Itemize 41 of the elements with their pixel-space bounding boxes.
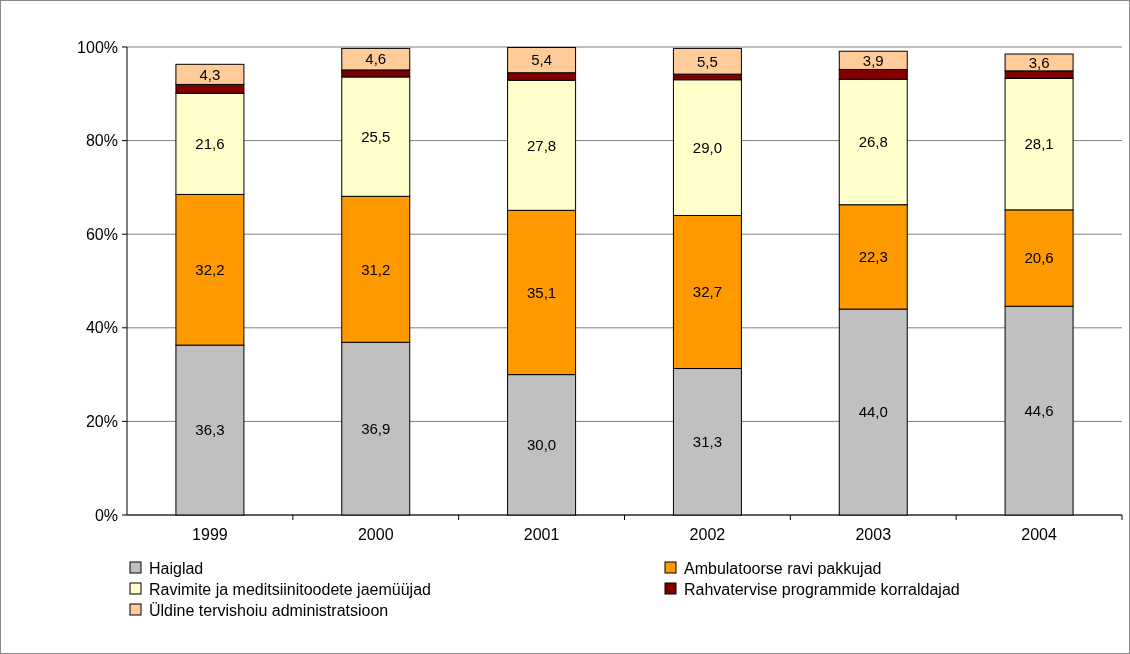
data-label: 28,1: [1024, 135, 1054, 153]
data-label: 44,0: [858, 403, 888, 421]
y-tick-label: 0%: [94, 506, 118, 524]
data-label: 25,5: [361, 127, 391, 145]
data-label: 35,1: [526, 283, 557, 301]
y-tick-label: 80%: [85, 132, 118, 150]
data-label: 4,6: [365, 50, 387, 68]
data-label: 20,6: [1024, 249, 1054, 267]
x-tick-label: 2001: [523, 526, 560, 543]
data-label: 3,6: [1028, 53, 1050, 71]
legend-label: Rahvatervise programmide korraldajad: [684, 580, 960, 598]
data-label: 31,3: [692, 433, 723, 451]
y-tick-label: 60%: [85, 225, 118, 243]
data-label: 30,0: [526, 436, 557, 454]
x-tick-label: 2003: [855, 526, 892, 543]
y-tick-label: 100%: [77, 38, 118, 56]
data-label: 21,6: [195, 135, 225, 153]
data-label: 22,3: [858, 248, 888, 266]
data-label: 32,2: [195, 261, 225, 279]
x-tick-label: 2000: [357, 526, 394, 543]
legend-label: Ambulatoorse ravi pakkujad: [684, 559, 882, 577]
data-label: 44,6: [1024, 401, 1054, 419]
data-label: 29,0: [692, 138, 723, 156]
data-label: 32,7: [692, 283, 723, 301]
legend-label: Üldine tervishoiu administratsioon: [149, 601, 389, 619]
y-tick-label: 40%: [85, 319, 118, 337]
data-label: 4,3: [199, 65, 221, 83]
x-tick-label: 2002: [689, 526, 726, 543]
x-tick-label: 2004: [1021, 526, 1057, 543]
data-label: 5,5: [696, 52, 718, 70]
data-label: 27,8: [526, 136, 557, 154]
data-label: 26,8: [858, 133, 888, 151]
data-label: 36,3: [195, 421, 225, 439]
legend-label: Haiglad: [149, 559, 204, 577]
data-label: 36,9: [361, 419, 391, 437]
data-label: 5,4: [531, 51, 553, 69]
data-label: 31,2: [361, 260, 391, 278]
legend-label: Ravimite ja meditsiinitoodete jaemüüjad: [149, 580, 431, 598]
x-tick-label: 1999: [192, 526, 228, 543]
y-tick-label: 20%: [85, 413, 118, 430]
data-label: 3,9: [862, 51, 884, 69]
